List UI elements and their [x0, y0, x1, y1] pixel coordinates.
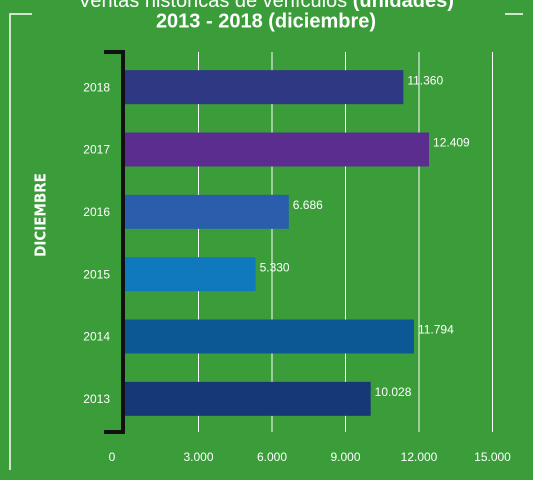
x-tick-label: 6.000 — [257, 450, 287, 464]
y-tick-label: 2014 — [83, 330, 110, 344]
title-main: Ventas históricas de vehículos — [78, 0, 347, 12]
value-label: 12.409 — [433, 136, 470, 150]
y-axis-label: DICIEMBRE — [32, 173, 50, 257]
bar — [125, 70, 404, 105]
y-tick-label: 2018 — [83, 80, 110, 94]
value-label: 11.360 — [407, 73, 443, 87]
value-label: 11.794 — [418, 323, 454, 337]
bar — [125, 381, 371, 416]
y-tick-label: 2016 — [83, 205, 110, 219]
bar — [125, 319, 414, 354]
x-tick-label: 12.000 — [401, 450, 438, 464]
title-unit: (unidades) — [353, 0, 454, 12]
bracket — [104, 50, 125, 434]
y-tick-label: 2013 — [83, 392, 110, 406]
value-label: 10.028 — [375, 385, 412, 399]
y-tick-label: 2017 — [83, 143, 110, 157]
x-tick-label: 15.000 — [474, 450, 511, 464]
bar — [125, 257, 256, 292]
chart-title: Ventas históricas de vehículos (unidades… — [78, 0, 454, 12]
bar — [125, 132, 430, 167]
bar — [125, 194, 289, 229]
value-label: 5.330 — [260, 260, 290, 274]
value-label: 6.686 — [293, 198, 323, 212]
x-tick-label: 3.000 — [183, 450, 213, 464]
x-tick-label: 9.000 — [330, 450, 360, 464]
chart-subtitle: 2013 - 2018 (diciembre) — [156, 10, 376, 32]
x-tick-label: 0 — [109, 450, 116, 464]
frame — [9, 13, 32, 470]
y-tick-label: 2015 — [83, 267, 110, 281]
